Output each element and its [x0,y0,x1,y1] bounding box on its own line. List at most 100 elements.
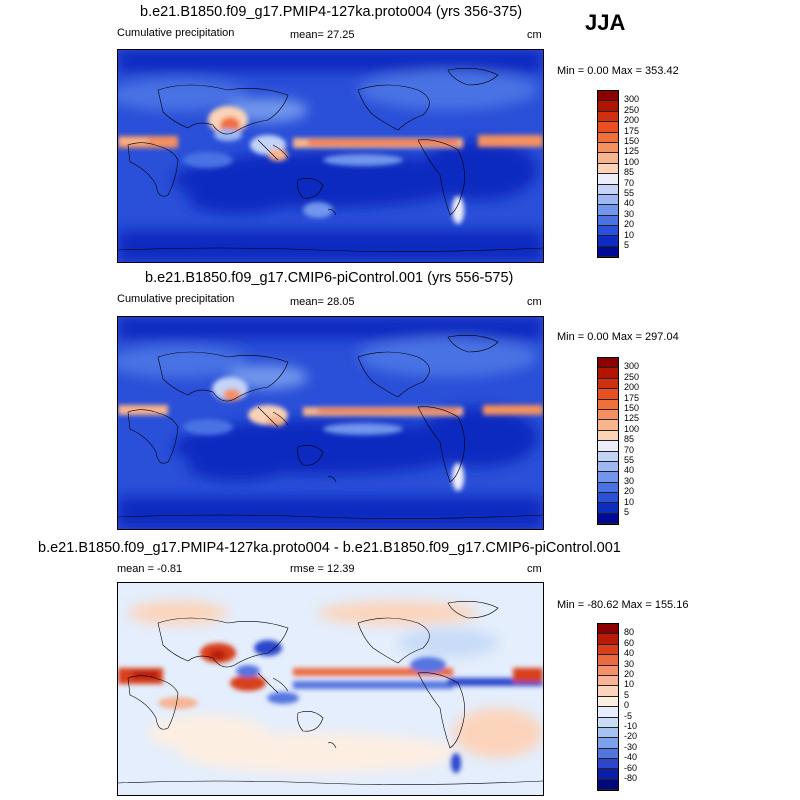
colorbar-tick-label: -60 [624,762,638,773]
colorbar-swatch [598,101,618,112]
colorbar-tick-label: 20 [624,669,635,679]
colorbar-tick-label: 55 [624,188,635,198]
colorbar-segments [598,624,618,791]
colorbar-picontrol [597,357,619,526]
colorbar-tick-label: 100 [624,156,640,167]
panel-minmax-label: Min = -80.62 Max = 155.16 [557,599,689,611]
colorbar-tick-label: 175 [624,392,640,403]
colorbar-tick-label: -5 [624,710,633,721]
colorbar-tick-label: 70 [624,177,635,188]
colorbar-tick-label: -30 [624,741,638,752]
colorbar-swatch [598,368,618,379]
colorbar-tick-label: 40 [624,648,635,659]
colorbar-swatch [598,482,618,494]
colorbar-tick-label: 40 [624,198,635,209]
coastlines [118,601,543,785]
colorbar-swatch [598,142,618,154]
colorbar-swatch [598,727,618,739]
colorbar-swatch [598,717,618,728]
panel-minmax-label: Min = 0.00 Max = 297.04 [557,331,679,343]
colorbar-swatch [598,389,618,400]
colorbar-swatch [598,174,618,185]
colorbar-swatch [598,513,618,525]
precip-map-svg [118,50,543,262]
colorbar-swatch [598,420,618,431]
colorbar-tick-label: 100 [624,423,640,434]
colorbar-tick-label: 20 [624,219,635,230]
colorbar-tick-label: 30 [624,208,635,219]
colorbar-swatch [598,226,618,237]
colorbar-swatch [598,759,618,770]
panel-title: b.e21.B1850.f09_g17.PMIP4-127ka.proto004… [140,4,523,20]
colorbar-tick-label: 5 [624,240,630,250]
season-label: JJA [585,10,626,35]
colorbar-tick-label: 200 [624,115,640,126]
colorbar-tick-label: 85 [624,434,635,445]
colorbar-tick-label: 85 [624,167,635,178]
panel-mean-label: mean= 27.25 [290,29,355,41]
colorbar-swatch [598,707,618,718]
colorbar-swatch [598,665,618,676]
colorbar-tick-label: 125 [624,146,640,157]
colorbar-swatch [598,624,618,635]
colorbar-tick-label: 200 [624,382,640,393]
colorbar-segments [598,358,618,525]
colorbar-swatch [598,675,618,687]
colorbar-swatch [598,409,618,421]
colorbar-swatch [598,655,618,666]
colorbar-tick-label: -40 [624,752,638,763]
panel-units-label: cm [527,563,542,575]
colorbar-tick-label: 5 [624,507,630,517]
coastlines [118,335,543,519]
colorbar-tick-label: 150 [624,403,640,413]
colorbar-swatch [598,696,618,708]
panel-units-label: cm [527,29,542,41]
colorbar-tick-label: 0 [624,700,630,711]
panel-mean-label: mean = -0.81 [117,563,183,575]
colorbar-tick-label: 250 [624,104,640,115]
colorbar-swatch [598,194,618,206]
colorbar-swatch [598,644,618,656]
difference-map [117,582,544,796]
colorbar-swatch [598,122,618,133]
colorbar-tick-label: 55 [624,455,635,465]
colorbar-swatch [598,246,618,258]
colorbar-swatch [598,779,618,791]
colorbar-tick-label: 30 [624,658,635,669]
colorbar-tick-label: -20 [624,731,638,742]
colorbar-tick-label: -80 [624,773,638,783]
precip-map [117,49,544,263]
colorbar-tick-label: 10 [624,496,635,507]
colorbar-swatch [598,91,618,102]
colorbar-swatch [598,236,618,247]
colorbar-tick-label: 30 [624,475,635,486]
panel-units-label: cm [527,296,542,308]
colorbar-swatch [598,111,618,123]
colorbar-swatch [598,378,618,390]
panel-left-label: Cumulative precipitation [117,27,235,39]
colorbar-swatch [598,358,618,369]
colorbar-swatch [598,748,618,760]
difference-map-svg [118,583,543,795]
colorbar-tick-label: 10 [624,229,635,240]
colorbar-swatch [598,215,618,227]
panel-title: b.e21.B1850.f09_g17.CMIP6-piControl.001 … [145,270,514,286]
colorbar-tick-label: 175 [624,125,640,136]
colorbar-swatch [598,738,618,749]
colorbar-swatch [598,634,618,645]
colorbar-swatch [598,132,618,143]
colorbar-tick-label: 250 [624,371,640,382]
colorbar-swatch [598,205,618,216]
precip-map [117,316,544,530]
colorbar-tick-label: 10 [624,679,635,690]
colorbar-swatch [598,430,618,442]
colorbar-swatch [598,686,618,697]
colorbar-difference [597,623,619,792]
colorbar-tick-label: 300 [624,94,640,105]
colorbar-tick-label: 70 [624,444,635,455]
colorbar-tick-label: 125 [624,413,640,424]
colorbar-swatch [598,441,618,452]
colorbar-proto004 [597,90,619,259]
colorbar-tick-label: 5 [624,689,630,700]
panel-mean-label: mean= 28.05 [290,296,355,308]
